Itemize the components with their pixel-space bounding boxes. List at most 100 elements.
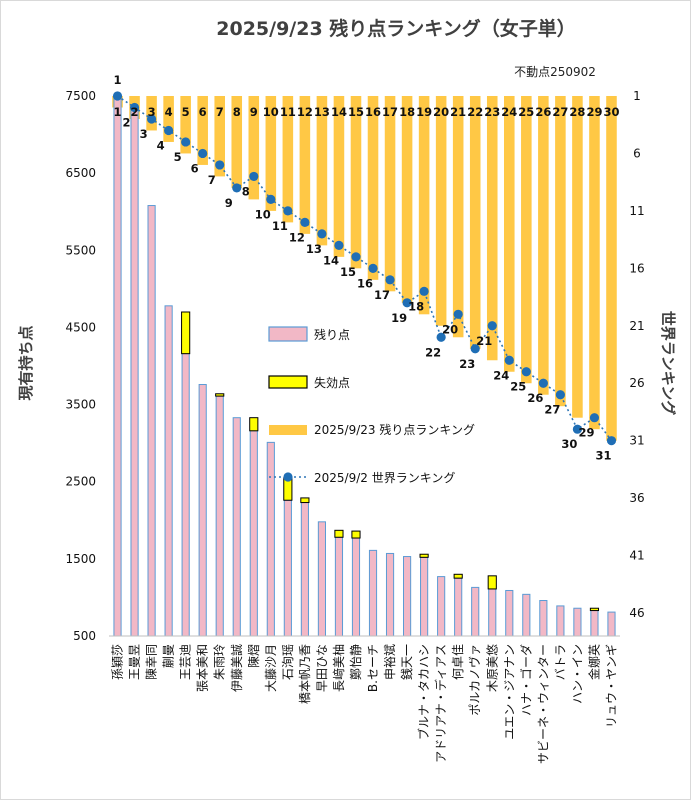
- world-ranking-point: [606, 436, 617, 446]
- ranking-bar: [572, 96, 583, 418]
- ranking-bar: [606, 96, 617, 441]
- ranking-bar-label: 13: [314, 105, 330, 119]
- ranking-bar: [469, 96, 481, 349]
- ranking-bar: [333, 96, 345, 257]
- category-label: サビーネ・ウィンター: [536, 644, 550, 764]
- ranking-bar: [367, 96, 379, 280]
- right-tick-label: 31: [629, 434, 644, 448]
- remaining-bar: [130, 106, 139, 637]
- ranking-bar: [282, 96, 294, 223]
- right-tick-label: 26: [629, 376, 644, 390]
- remaining-bar: [573, 607, 582, 637]
- remaining-bar: [334, 536, 344, 637]
- world-ranking-label: 3: [140, 127, 148, 141]
- world-ranking-point: [198, 148, 208, 159]
- expired-bar: [249, 417, 259, 432]
- ranking-bar: [555, 96, 566, 407]
- ranking-bar-label: 25: [518, 105, 534, 119]
- world-ranking-point: [146, 114, 157, 124]
- world-ranking-label: 22: [425, 345, 441, 359]
- ranking-bar: [214, 96, 225, 177]
- category-label: 朱雨玲: [213, 644, 227, 680]
- ranking-bar-label: 24: [501, 105, 517, 119]
- expired-bar: [300, 497, 310, 504]
- left-axis: 7500 6500 5500 4500 3500 2500 1500 500: [65, 89, 96, 643]
- category-label: 木原美悠: [484, 644, 499, 692]
- category-label: 王芸迪: [179, 644, 193, 680]
- remaining-bar: [198, 384, 207, 637]
- ranking-bar-label: 16: [365, 105, 381, 119]
- ranking-bar: [418, 96, 430, 315]
- legend-label: 失効点: [314, 375, 350, 390]
- world-ranking-point: [249, 171, 259, 182]
- ranking-bar-label: 15: [348, 105, 364, 119]
- ranking-bar: [299, 96, 311, 234]
- expired-bar: [589, 607, 600, 612]
- ranking-bar-label: 5: [182, 105, 190, 119]
- world-ranking-label: 5: [174, 150, 182, 164]
- remaining-bar: [164, 305, 173, 637]
- right-tick-label: 11: [629, 204, 644, 218]
- expired-bar: [487, 575, 497, 590]
- remaining-bar: [471, 586, 480, 637]
- world-ranking-point: [112, 91, 123, 101]
- ranking-bar-label: 30: [603, 105, 619, 119]
- world-ranking-line: [112, 91, 617, 446]
- world-ranking-label: 17: [374, 288, 390, 302]
- category-label: 石洵瑶: [281, 644, 295, 680]
- left-tick-label: 3500: [65, 398, 96, 412]
- ranking-bar-labels: 1 2 3 4 5 6 7 8 9 10 11 12 13 14 15 16 17 18 19 20 21 22 23 24 2…: [114, 105, 620, 119]
- remaining-bar: [556, 605, 565, 637]
- ranking-bar: [452, 96, 464, 338]
- ranking-bar: [197, 96, 208, 165]
- world-ranking-point: [589, 413, 600, 423]
- category-label: 銭天一: [399, 644, 414, 680]
- ranking-bar: [589, 96, 600, 430]
- left-tick-label: 7500: [65, 89, 96, 103]
- ranking-bar: [316, 96, 328, 246]
- world-ranking-point: [402, 298, 412, 308]
- legend-swatch-expired: [268, 375, 308, 389]
- category-label: ユエン・ジアナン: [502, 644, 516, 740]
- right-tick-label: 21: [629, 319, 644, 333]
- ranking-bar-label: 21: [450, 105, 466, 119]
- remaining-bar: [420, 556, 429, 637]
- remaining-bar: [266, 441, 275, 637]
- world-ranking-point: [317, 229, 327, 239]
- world-ranking-label: 11: [272, 219, 288, 233]
- world-ranking-point: [487, 321, 497, 331]
- category-label: 蒯曼: [162, 644, 176, 668]
- legend-label: 2025/9/23 残り点ランキング: [314, 423, 475, 437]
- world-ranking-label: 8: [242, 184, 250, 198]
- ranking-bar-label: 11: [280, 105, 296, 119]
- ranking-bar: [486, 96, 498, 361]
- ranking-bar: [384, 96, 396, 292]
- ranking-bar: [163, 96, 174, 142]
- right-tick-label: 6: [633, 146, 641, 160]
- category-label: ハン・イン: [570, 644, 584, 704]
- world-ranking-point: [334, 240, 344, 250]
- right-tick-label: 46: [629, 606, 644, 620]
- remaining-bar: [232, 417, 241, 637]
- world-ranking-labels: 1234567981011121314151617191822202321242…: [114, 73, 612, 463]
- category-label: 早田ひな: [315, 644, 329, 692]
- ranking-bar: [504, 96, 515, 372]
- ranking-bar: [435, 96, 447, 326]
- category-label: 伊藤美誠: [230, 644, 244, 692]
- world-ranking-label: 2: [123, 115, 131, 129]
- category-label: ブルナ・タカハシ: [416, 644, 431, 740]
- expired-bar: [334, 529, 344, 538]
- world-ranking-point: [232, 183, 242, 193]
- ranking-bar: [265, 96, 277, 211]
- ranking-bars: [112, 96, 617, 441]
- chart-title: 2025/9/23 残り点ランキング（女子単）: [216, 17, 575, 40]
- world-ranking-label: 16: [357, 276, 373, 290]
- world-ranking-label: 25: [510, 380, 526, 394]
- category-label: 大藤沙月: [264, 644, 278, 692]
- world-ranking-label: 20: [442, 322, 458, 336]
- remaining-bar: [300, 502, 309, 637]
- right-tick-label: 16: [629, 261, 644, 275]
- ranking-bar: [180, 96, 191, 154]
